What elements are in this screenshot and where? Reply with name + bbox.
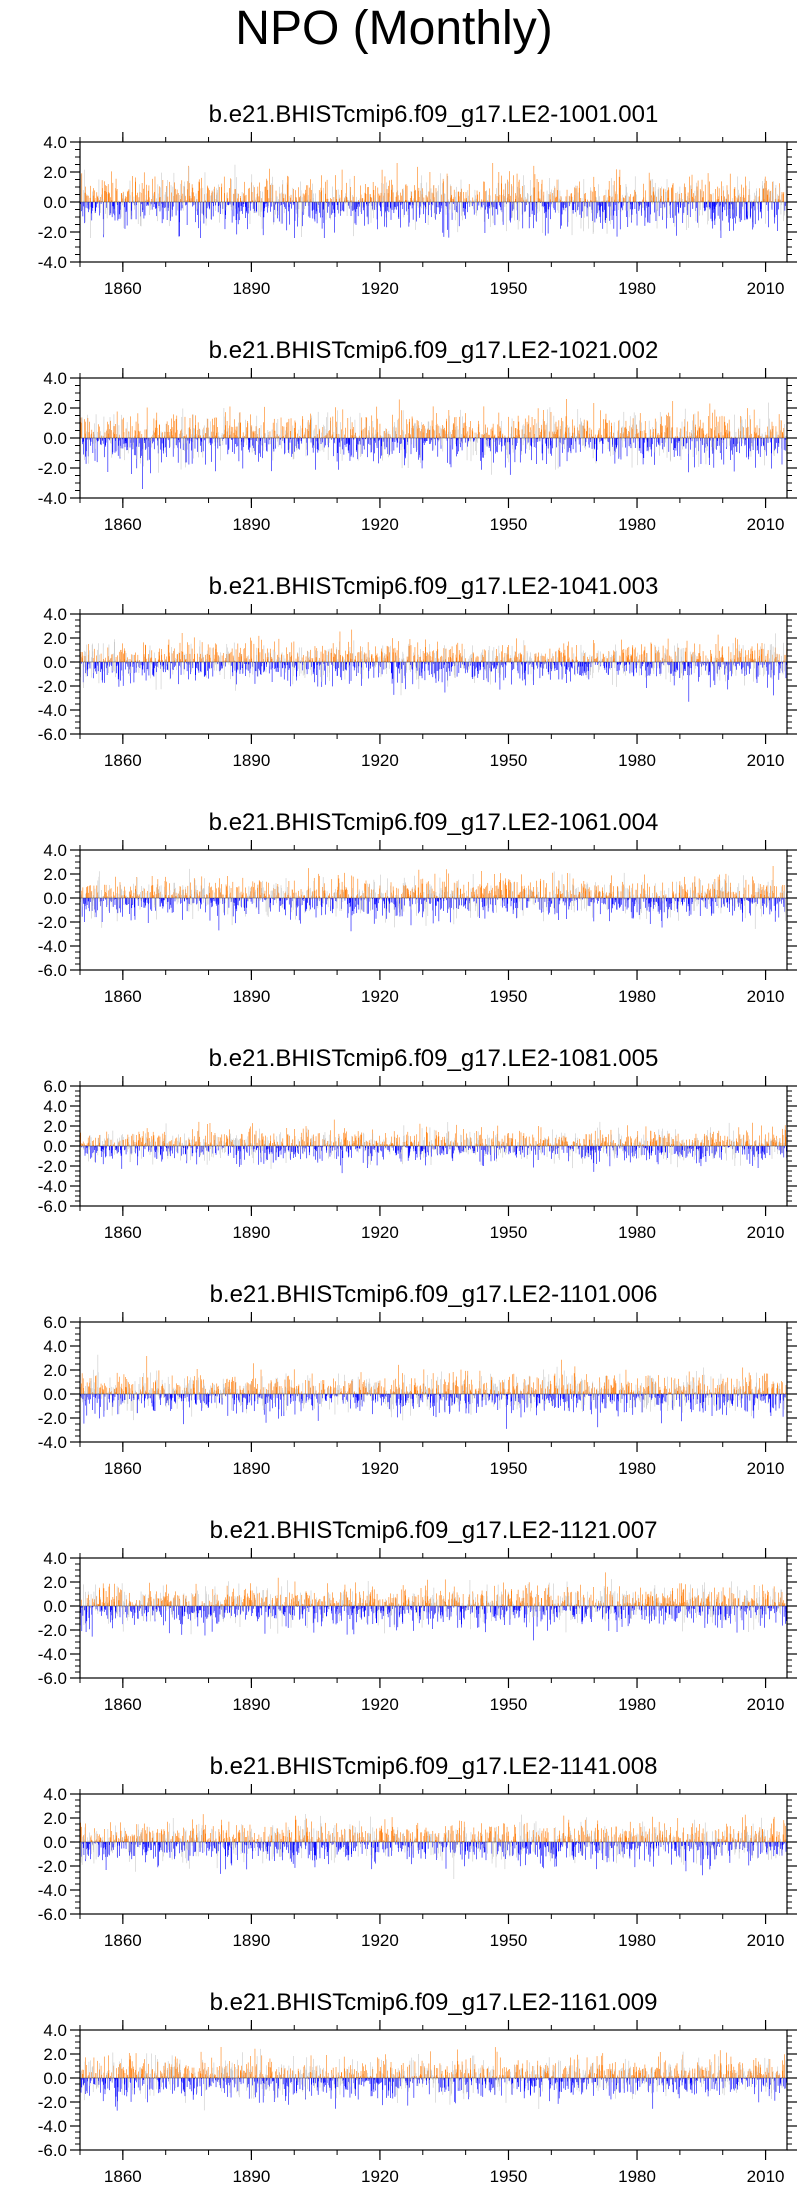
bar-series: [79, 163, 787, 238]
y-tick-label: 2.0: [43, 163, 67, 182]
chart-panel: b.e21.BHISTcmip6.f09_g17.LE2-1021.002 4.0…: [38, 337, 797, 534]
panel-title: b.e21.BHISTcmip6.f09_g17.LE2-1001.001: [209, 101, 659, 128]
y-tick-label: -4.0: [38, 253, 67, 272]
x-tick-label: 1980: [618, 515, 656, 534]
y-tick-label: -2.0: [38, 459, 67, 478]
x-tick-label: 1860: [104, 515, 142, 534]
figure-title: NPO (Monthly): [235, 2, 552, 55]
x-tick-label: 1950: [490, 515, 528, 534]
chart-panel: b.e21.BHISTcmip6.f09_g17.LE2-1041.0034.0…: [38, 573, 797, 770]
panel-title: b.e21.BHISTcmip6.f09_g17.LE2-1041.003: [209, 573, 659, 600]
panel-title: b.e21.BHISTcmip6.f09_g17.LE2-1021.002: [209, 337, 659, 364]
x-tick-label: 2010: [747, 279, 785, 298]
x-tick-label: 1890: [232, 515, 270, 534]
x-tick-label: 1890: [232, 279, 270, 298]
x-tick-label: 2010: [747, 515, 785, 534]
x-tick-label: 1920: [361, 515, 399, 534]
y-tick-label: 2.0: [43, 399, 67, 418]
bar-series: [79, 629, 787, 702]
y-tick-label: 0.0: [43, 193, 67, 212]
y-tick-label: 4.0: [43, 133, 67, 152]
y-tick-label: -4.0: [38, 489, 67, 508]
chart-panel: b.e21.BHISTcmip6.f09_g17.LE2-1001.001 4.0…: [38, 101, 797, 298]
y-tick-label: 0.0: [43, 429, 67, 448]
x-tick-label: 1860: [104, 279, 142, 298]
x-tick-label: 1920: [361, 279, 399, 298]
y-tick-label: -2.0: [38, 223, 67, 242]
x-tick-label: 1950: [490, 279, 528, 298]
y-tick-label: 4.0: [43, 369, 67, 388]
bar-series: [79, 399, 787, 489]
x-tick-label: 1980: [618, 279, 656, 298]
